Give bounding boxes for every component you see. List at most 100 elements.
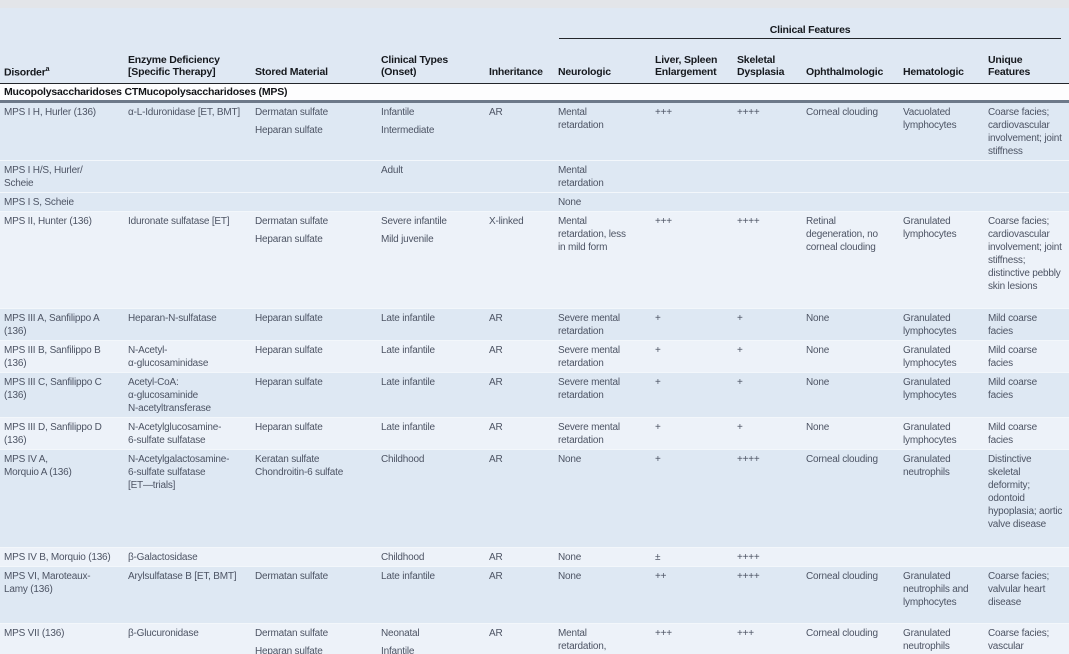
- cell-unique-features: Coarse facies; valvular heart disease: [984, 565, 1069, 623]
- cell-liver-spleen: +: [651, 371, 733, 417]
- cell-unique-features: [984, 159, 1069, 192]
- cell-liver-spleen: +: [651, 416, 733, 449]
- cell-stored-material: [251, 159, 377, 192]
- table-row: MPS I H/S, Hurler/ Scheie Adult Mental r…: [0, 159, 1069, 192]
- cell-enzyme-deficiency: N-Acetylglucosamine- 6-sulfate sulfatase: [124, 416, 251, 449]
- footnote-marker: a: [45, 65, 50, 73]
- cell-ophthalmologic: Corneal clouding: [802, 100, 899, 160]
- spacer-cell: [377, 8, 485, 52]
- cell-ophthalmologic: [802, 546, 899, 566]
- cell-stored-material: Heparan sulfate: [251, 371, 377, 417]
- spacer-cell: [485, 8, 554, 52]
- cell-unique-features: [984, 546, 1069, 566]
- cell-clinical-types: Childhood: [377, 448, 485, 547]
- cell-hematologic: Granulated lymphocytes: [899, 307, 984, 340]
- cell-disorder: MPS III B, Sanfilippo B (136): [0, 339, 124, 372]
- clinical-features-group-header: Clinical Features: [554, 8, 1069, 52]
- cell-disorder: MPS I S, Scheie: [0, 191, 124, 211]
- cell-stored-material: Heparan sulfate: [251, 416, 377, 449]
- cell-inheritance: [485, 159, 554, 192]
- cell-stored-material: Dermatan sulfate Heparan sulfate: [251, 622, 377, 654]
- cell-stored-material: Dermatan sulfate Heparan sulfate: [251, 100, 377, 160]
- table-body: MPS I H, Hurler (136) α-L-Iduronidase [E…: [0, 100, 1069, 654]
- cell-enzyme-deficiency: N-Acetyl- α-glucosaminidase: [124, 339, 251, 372]
- cell-stored-material: [251, 546, 377, 566]
- cell-skeletal-dysplasia: ++++: [733, 100, 802, 160]
- cell-clinical-types: Late infantile: [377, 307, 485, 340]
- cell-disorder: MPS I H/S, Hurler/ Scheie: [0, 159, 124, 192]
- cell-stored-material: Dermatan sulfate: [251, 565, 377, 623]
- cell-ophthalmologic: Retinal degeneration, no corneal cloudin…: [802, 210, 899, 308]
- cell-skeletal-dysplasia: ++++: [733, 210, 802, 308]
- cell-skeletal-dysplasia: +: [733, 339, 802, 372]
- table-row: MPS VI, Maroteaux- Lamy (136) Arylsulfat…: [0, 565, 1069, 623]
- cell-ophthalmologic: [802, 159, 899, 192]
- section-header: Mucopolysaccharidoses CTMucopolysacchari…: [0, 83, 1069, 103]
- cell-unique-features: Coarse facies; cardiovascular involvemen…: [984, 100, 1069, 160]
- column-header-stored-material: Stored Material: [251, 51, 377, 84]
- cell-unique-features: Coarse facies; cardiovascular involvemen…: [984, 210, 1069, 308]
- cell-neurologic: Severe mental retardation: [554, 339, 651, 372]
- cell-clinical-types: Adult: [377, 159, 485, 192]
- cell-ophthalmologic: None: [802, 307, 899, 340]
- cell-stored-material: Dermatan sulfate Heparan sulfate: [251, 210, 377, 308]
- cell-unique-features: Mild coarse facies: [984, 371, 1069, 417]
- cell-skeletal-dysplasia: ++++: [733, 546, 802, 566]
- cell-neurologic: None: [554, 565, 651, 623]
- cell-liver-spleen: +: [651, 339, 733, 372]
- table-row: MPS III A, Sanfilippo A (136) Heparan-N-…: [0, 307, 1069, 340]
- column-header-inheritance: Inheritance: [485, 51, 554, 84]
- cell-clinical-types: Late infantile: [377, 339, 485, 372]
- cell-liver-spleen: +++: [651, 622, 733, 654]
- page-top-strip: [0, 0, 1069, 8]
- cell-neurologic: Mental retardation: [554, 100, 651, 160]
- spacer-cell: [251, 8, 377, 52]
- table-row: MPS VII (136) β-Glucuronidase Dermatan s…: [0, 622, 1069, 654]
- cell-disorder: MPS VI, Maroteaux- Lamy (136): [0, 565, 124, 623]
- cell-stored-material: Heparan sulfate: [251, 307, 377, 340]
- cell-skeletal-dysplasia: +: [733, 416, 802, 449]
- table-row: MPS III D, Sanfilippo D (136) N-Acetylgl…: [0, 416, 1069, 449]
- cell-disorder: MPS IV A, Morquio A (136): [0, 448, 124, 547]
- cell-enzyme-deficiency: [124, 159, 251, 192]
- table-header: Clinical Features Disordera Enzyme Defic…: [0, 8, 1069, 103]
- cell-ophthalmologic: [802, 191, 899, 211]
- spacer-cell: [124, 8, 251, 52]
- cell-hematologic: Granulated lymphocytes: [899, 339, 984, 372]
- cell-liver-spleen: +: [651, 307, 733, 340]
- cell-hematologic: Granulated neutrophils: [899, 622, 984, 654]
- cell-ophthalmologic: Corneal clouding: [802, 565, 899, 623]
- cell-clinical-types: Late infantile: [377, 565, 485, 623]
- table-row: MPS I S, Scheie None: [0, 191, 1069, 211]
- cell-skeletal-dysplasia: +: [733, 371, 802, 417]
- cell-enzyme-deficiency: β-Galactosidase: [124, 546, 251, 566]
- cell-hematologic: [899, 546, 984, 566]
- cell-skeletal-dysplasia: ++++: [733, 448, 802, 547]
- column-header-hematologic: Hematologic: [899, 51, 984, 84]
- cell-inheritance: AR: [485, 546, 554, 566]
- cell-enzyme-deficiency: Iduronate sulfatase [ET]: [124, 210, 251, 308]
- cell-inheritance: AR: [485, 565, 554, 623]
- cell-inheritance: AR: [485, 622, 554, 654]
- cell-inheritance: [485, 191, 554, 211]
- cell-hematologic: [899, 191, 984, 211]
- cell-hematologic: Granulated lymphocytes: [899, 371, 984, 417]
- cell-neurologic: Mental retardation, less in mild form: [554, 210, 651, 308]
- cell-inheritance: AR: [485, 100, 554, 160]
- cell-enzyme-deficiency: Acetyl-CoA: α-glucosaminide N-acetyltran…: [124, 371, 251, 417]
- column-header-disorder: Disordera: [0, 51, 124, 84]
- cell-ophthalmologic: None: [802, 339, 899, 372]
- cell-liver-spleen: +++: [651, 210, 733, 308]
- cell-unique-features: Mild coarse facies: [984, 307, 1069, 340]
- column-header-enzyme-deficiency: Enzyme Deficiency [Specific Therapy]: [124, 51, 251, 84]
- cell-stored-material: Keratan sulfate Chondroitin-6 sulfate: [251, 448, 377, 547]
- cell-inheritance: AR: [485, 416, 554, 449]
- cell-enzyme-deficiency: α-L-Iduronidase [ET, BMT]: [124, 100, 251, 160]
- cell-inheritance: AR: [485, 448, 554, 547]
- cell-liver-spleen: +++: [651, 100, 733, 160]
- cell-unique-features: Distinctive skeletal deformity; odontoid…: [984, 448, 1069, 547]
- group-header-row: Clinical Features: [0, 8, 1069, 52]
- cell-ophthalmologic: None: [802, 371, 899, 417]
- cell-skeletal-dysplasia: ++++: [733, 565, 802, 623]
- table-row: MPS II, Hunter (136) Iduronate sulfatase…: [0, 210, 1069, 308]
